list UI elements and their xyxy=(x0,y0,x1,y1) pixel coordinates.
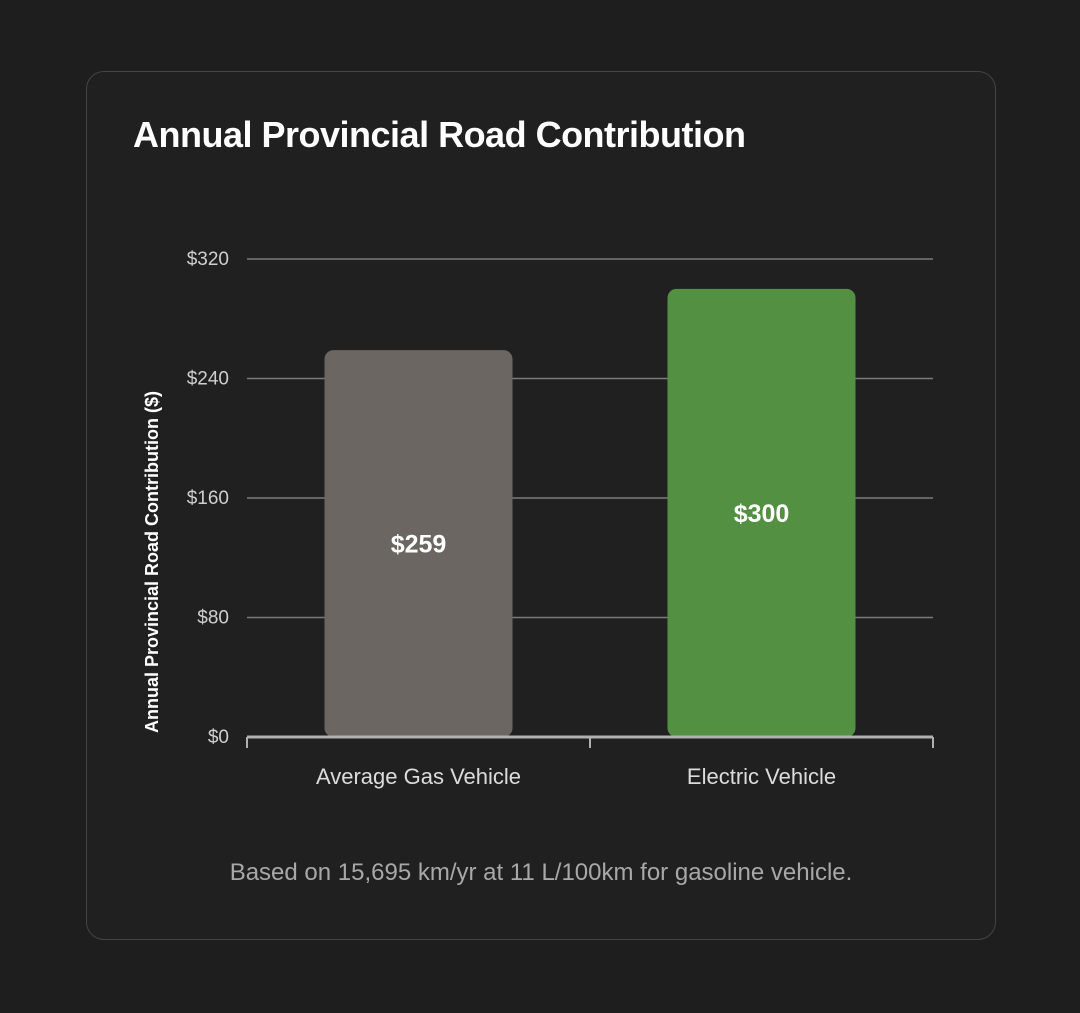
chart-card: Annual Provincial Road Contribution $0 $8… xyxy=(86,71,996,940)
chart-title: Annual Provincial Road Contribution xyxy=(133,114,746,155)
bars: $259 $300 xyxy=(324,288,856,737)
footnote: Based on 15,695 km/yr at 11 L/100km for … xyxy=(229,859,853,886)
y-tick-label: $0 xyxy=(208,727,229,748)
bar-value-label: $300 xyxy=(734,500,790,528)
bar-2[interactable] xyxy=(667,288,856,737)
y-axis-label: Annual Provincial Road Contribution ($) xyxy=(142,391,162,733)
bar-value-label: $259 xyxy=(391,531,447,559)
y-tick-label: $80 xyxy=(197,608,229,629)
x-tick-label: Electric Vehicle xyxy=(687,764,836,789)
y-tick-label: $240 xyxy=(187,369,229,390)
y-tick-label: $160 xyxy=(187,488,229,509)
x-tick-label: Average Gas Vehicle xyxy=(316,764,521,789)
x-axis: Average Gas Vehicle Electric Vehicle xyxy=(246,735,934,789)
y-axis-ticks: $0 $80 $160 $240 $320 xyxy=(187,249,229,748)
bar-1[interactable] xyxy=(324,350,513,737)
bar-chart: $0 $80 $160 $240 $320 $259 $300 Average Gas V… xyxy=(142,249,934,789)
y-tick-label: $320 xyxy=(187,249,229,270)
